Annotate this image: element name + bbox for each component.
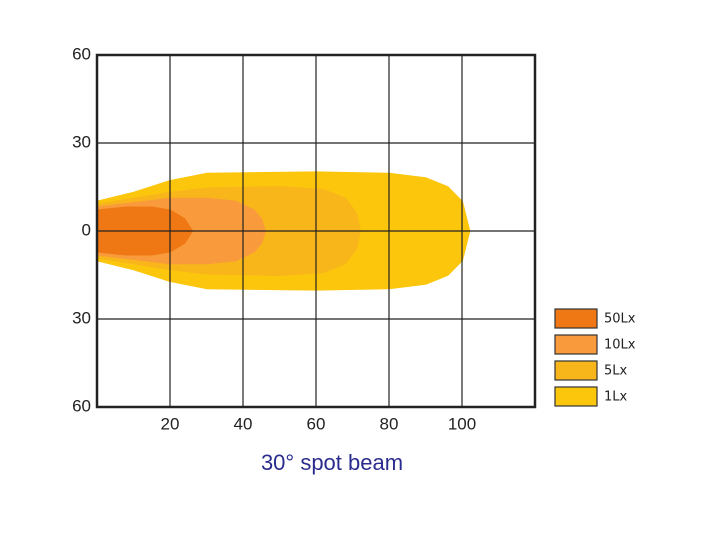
legend-swatch [554,386,598,407]
beam-zone [96,206,193,232]
legend-label: 5Lx [604,364,628,379]
legend-swatch [554,334,598,355]
y-tick-label: 30 [72,132,91,151]
legend-label: 1Lx [604,390,628,405]
legend-label: 10Lx [604,338,636,353]
x-tick-label: 40 [234,414,253,433]
y-tick-label: 0 [82,220,91,239]
x-tick-label: 80 [380,414,399,433]
x-tick-label: 20 [161,414,180,433]
x-tick-label: 60 [307,414,326,433]
x-tick-label: 100 [448,414,476,433]
plot-frame [95,53,537,409]
beam-zone [96,230,193,256]
y-tick-label: 30 [72,308,91,327]
legend-label: 50Lx [604,312,636,327]
legend-swatch [554,308,598,329]
chart-title: 30° spot beam [261,450,403,475]
legend-swatch [554,360,598,381]
y-tick-label: 60 [72,44,91,63]
y-tick-label: 60 [72,396,91,415]
